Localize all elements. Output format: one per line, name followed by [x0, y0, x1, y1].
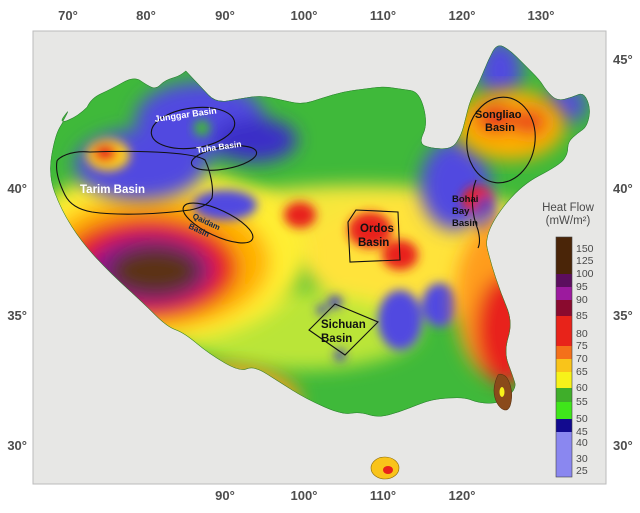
svg-text:25: 25 [576, 465, 588, 477]
svg-text:40: 40 [576, 437, 588, 449]
svg-text:Basin: Basin [485, 122, 515, 134]
svg-text:120°: 120° [449, 488, 476, 503]
svg-text:Basin: Basin [358, 237, 389, 249]
svg-text:75: 75 [576, 340, 588, 352]
svg-text:150: 150 [576, 243, 594, 255]
svg-text:85: 85 [576, 310, 588, 322]
svg-text:35°: 35° [613, 308, 633, 323]
svg-text:100: 100 [576, 268, 594, 280]
svg-text:65: 65 [576, 366, 588, 378]
svg-text:70: 70 [576, 353, 588, 365]
svg-text:100°: 100° [291, 8, 318, 23]
svg-text:130°: 130° [528, 8, 555, 23]
svg-text:Bay: Bay [452, 206, 470, 217]
svg-text:60: 60 [576, 382, 588, 394]
svg-text:110°: 110° [370, 488, 396, 503]
svg-text:40°: 40° [7, 181, 27, 196]
svg-text:40°: 40° [613, 181, 633, 196]
svg-text:Bohai: Bohai [452, 194, 478, 205]
svg-text:Ordos: Ordos [360, 223, 394, 235]
svg-text:Songliao: Songliao [475, 109, 522, 121]
svg-text:70°: 70° [58, 8, 78, 23]
svg-text:Sichuan: Sichuan [321, 319, 366, 331]
svg-text:80°: 80° [136, 8, 156, 23]
svg-text:35°: 35° [7, 308, 27, 323]
svg-text:Basin: Basin [452, 218, 478, 229]
svg-text:90: 90 [576, 294, 588, 306]
svg-text:80: 80 [576, 328, 588, 340]
svg-text:120°: 120° [449, 8, 476, 23]
svg-text:90°: 90° [215, 8, 235, 23]
svg-text:125: 125 [576, 255, 594, 267]
svg-text:Basin: Basin [321, 333, 352, 345]
svg-text:45°: 45° [613, 52, 633, 67]
svg-text:30°: 30° [7, 438, 27, 453]
svg-text:Tarim Basin: Tarim Basin [80, 184, 145, 196]
svg-text:30: 30 [576, 453, 588, 465]
svg-text:100°: 100° [291, 488, 318, 503]
svg-text:(mW/m²): (mW/m²) [546, 215, 591, 227]
svg-text:30°: 30° [613, 438, 633, 453]
svg-text:50: 50 [576, 413, 588, 425]
svg-text:Heat Flow: Heat Flow [542, 202, 594, 214]
svg-text:90°: 90° [215, 488, 235, 503]
svg-text:110°: 110° [370, 8, 396, 23]
svg-text:95: 95 [576, 281, 588, 293]
svg-text:55: 55 [576, 396, 588, 408]
